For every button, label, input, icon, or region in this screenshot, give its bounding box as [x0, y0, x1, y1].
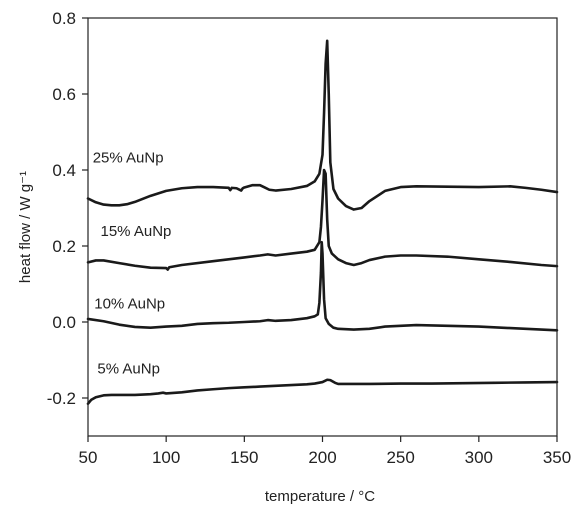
x-tick-label: 100 — [152, 448, 180, 467]
x-tick-label: 350 — [543, 448, 571, 467]
series-line-1 — [86, 168, 559, 271]
y-axis-label: heat flow / W g⁻¹ — [17, 171, 34, 283]
x-axis-label-text: temperature / °C — [265, 488, 375, 505]
y-tick-label: 0.6 — [52, 85, 76, 104]
x-axis-label: temperature / °C — [265, 488, 375, 505]
series-label-1: 15% AuNp — [101, 223, 172, 240]
series-label-3: 5% AuNp — [97, 361, 160, 378]
series-label-0: 25% AuNp — [93, 149, 164, 166]
x-tick-label: 200 — [308, 448, 336, 467]
ticks-layer: 50 100 150 200 250 300 350 -0.2 0.0 0.2 0.4 0.6 0.8 — [47, 9, 571, 467]
x-tick-label: 150 — [230, 448, 258, 467]
x-tick-label: 250 — [386, 448, 414, 467]
series-label-2: 10% AuNp — [94, 295, 165, 312]
y-tick-label: 0.4 — [52, 161, 76, 180]
plot-frame — [87, 17, 558, 437]
y-tick-label: -0.2 — [47, 389, 76, 408]
y-tick-label: 0.0 — [52, 313, 76, 332]
x-tick-label: 300 — [465, 448, 493, 467]
series-labels-layer: 25% AuNp 15% AuNp 10% AuNp 5% AuNp — [93, 149, 172, 377]
y-tick-label: 0.2 — [52, 237, 76, 256]
x-tick-label: 50 — [79, 448, 98, 467]
series-line-2 — [86, 240, 559, 332]
series-line-0 — [86, 39, 559, 211]
y-tick-label: 0.8 — [52, 9, 76, 28]
series-layer — [86, 39, 559, 405]
series-line-3 — [86, 378, 559, 405]
